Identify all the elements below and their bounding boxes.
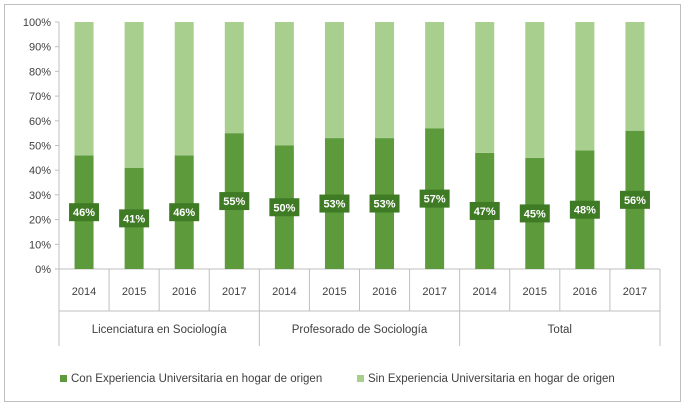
legend: Con Experiencia Universitaria en hogar d… — [60, 373, 615, 385]
bar-sin-experiencia — [224, 22, 244, 134]
x-tick-label: 2014 — [472, 286, 496, 298]
y-tick-label: 70% — [29, 91, 51, 103]
bar-sin-experiencia — [124, 22, 144, 168]
chart-frame: 0% 10% 20% 30% 40% 50% 60% 70% 80% 90% 100% 2014 201… — [4, 4, 681, 402]
x-tick-label: 2014 — [72, 286, 96, 298]
data-label: 41% — [123, 213, 145, 225]
x-tick-label: 2016 — [172, 286, 196, 298]
x-tick-label: 2014 — [272, 286, 296, 298]
bar-sin-experiencia — [525, 22, 545, 158]
data-label-box — [269, 198, 300, 217]
y-tick-label: 40% — [29, 165, 51, 177]
legend-label-con: Con Experiencia Universitaria en hogar d… — [71, 373, 322, 385]
data-label-box — [419, 189, 450, 208]
y-tick-label: 30% — [29, 190, 51, 202]
data-label-box — [169, 203, 200, 222]
y-tick-label: 80% — [29, 66, 51, 78]
bar-sin-experiencia — [425, 22, 445, 129]
data-labels: 46% 41% 46% 55% 50% 53% 53% 57% 47% 45% 48% 56% — [69, 189, 650, 228]
y-tick-label: 60% — [29, 116, 51, 128]
data-label: 50% — [273, 202, 295, 214]
group-label: Profesorado de Sociología — [292, 324, 428, 336]
bars — [74, 22, 645, 269]
x-tick-label: 2017 — [422, 286, 446, 298]
y-tick-label: 10% — [29, 239, 51, 251]
y-tick-label: 100% — [23, 17, 51, 29]
x-tick-label: 2015 — [322, 286, 346, 298]
bar-sin-experiencia — [74, 22, 94, 156]
legend-label-sin: Sin Experiencia Universitaria en hogar d… — [368, 373, 615, 385]
data-label: 45% — [524, 208, 546, 220]
data-label: 57% — [424, 194, 446, 206]
x-tick-label: 2016 — [372, 286, 396, 298]
x-tick-label: 2017 — [222, 286, 246, 298]
data-label-box — [219, 192, 250, 211]
data-label: 46% — [73, 207, 95, 219]
data-label-box — [569, 200, 600, 219]
legend-swatch-sin — [357, 375, 364, 382]
bar-sin-experiencia — [375, 22, 395, 139]
x-tick-label: 2015 — [523, 286, 547, 298]
axes: 0% 10% 20% 30% 40% 50% 60% 70% 80% 90% 100% 2014 201… — [23, 17, 661, 346]
y-tick-label: 0% — [35, 264, 51, 276]
y-tick-label: 20% — [29, 215, 51, 227]
data-label-box — [369, 194, 400, 213]
data-label: 46% — [173, 207, 195, 219]
bar-sin-experiencia — [274, 22, 294, 146]
x-tick-label: 2016 — [573, 286, 597, 298]
x-tick-label: 2017 — [623, 286, 647, 298]
bar-sin-experiencia — [324, 22, 344, 139]
data-label-box — [469, 201, 500, 220]
y-tick-label: 50% — [29, 141, 51, 153]
bar-sin-experiencia — [625, 22, 645, 131]
group-label: Total — [548, 324, 572, 336]
data-label: 55% — [223, 196, 245, 208]
bar-sin-experiencia — [575, 22, 595, 151]
legend-swatch-con — [60, 375, 67, 382]
bar-sin-experiencia — [174, 22, 194, 156]
data-label: 53% — [374, 199, 396, 211]
data-label-box — [619, 190, 650, 209]
data-label: 53% — [323, 199, 345, 211]
data-label-box — [319, 194, 350, 213]
group-label: Licenciatura en Sociología — [92, 324, 227, 336]
data-label-box — [69, 203, 100, 222]
x-tick-label: 2015 — [122, 286, 146, 298]
data-label: 48% — [574, 205, 596, 217]
y-tick-label: 90% — [29, 42, 51, 54]
stacked-bar-chart: 0% 10% 20% 30% 40% 50% 60% 70% 80% 90% 100% 2014 201… — [23, 17, 661, 385]
bar-sin-experiencia — [475, 22, 495, 153]
data-label-box — [519, 204, 550, 223]
data-label: 47% — [474, 206, 496, 218]
data-label-box — [119, 209, 150, 228]
data-label: 56% — [624, 195, 646, 207]
